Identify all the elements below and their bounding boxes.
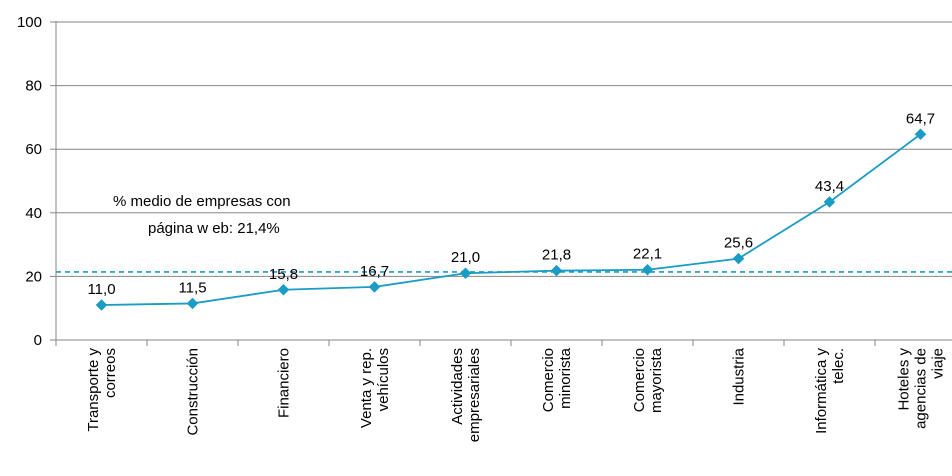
category-label: Transporte y — [85, 348, 102, 432]
category-label: Comercio — [631, 348, 648, 412]
y-tick-label: 80 — [25, 78, 42, 95]
gridlines — [56, 21, 952, 277]
category-label: mayorista — [648, 347, 665, 413]
y-tick-label: 40 — [25, 205, 42, 222]
axes — [50, 21, 952, 346]
data-labels: 11,0 11,5 15,8 16,7 21,0 21,8 22,1 25,6 43,4 64,7 — [87, 110, 935, 298]
category-label-group: Industria — [731, 347, 748, 405]
category-label-group: Construcción — [185, 348, 202, 436]
category-label: agencias de — [913, 348, 930, 429]
category-label-group: Hoteles y agencias de viaje — [896, 348, 947, 429]
data-point-marker — [732, 252, 745, 265]
data-point-marker — [186, 297, 199, 310]
category-label-group: Comercio minorista — [540, 347, 574, 412]
data-label: 21,8 — [542, 247, 571, 264]
y-tick-label: 100 — [17, 14, 42, 31]
data-point-marker — [368, 281, 381, 293]
average-annotation-line: % medio de empresas con — [113, 193, 291, 210]
category-label: vehículos — [375, 348, 392, 411]
data-label: 16,7 — [360, 263, 389, 280]
reference-annotation: % medio de empresas con página w eb: 21,4… — [113, 193, 291, 237]
category-label: telec. — [830, 348, 847, 384]
data-label: 43,4 — [815, 178, 844, 195]
data-label: 15,8 — [269, 266, 298, 283]
data-point-marker — [459, 267, 472, 280]
category-label-group: Informática y telec. — [813, 348, 847, 434]
data-point-marker — [914, 128, 927, 141]
data-series — [95, 128, 927, 311]
y-tick-label: 60 — [25, 141, 42, 158]
series-line — [101, 133, 922, 306]
category-label-group: Transporte y correos — [85, 348, 119, 432]
data-label: 11,0 — [87, 281, 115, 298]
data-point-marker — [95, 299, 108, 311]
category-label: Informática y — [813, 348, 830, 434]
category-label: empresariales — [466, 348, 483, 442]
category-label-group: Venta y rep. vehículos — [358, 348, 392, 428]
y-axis-ticks: 0 20 40 60 80 100 — [17, 14, 42, 349]
category-label-group: Comercio mayorista — [631, 347, 665, 413]
data-label: 22,1 — [633, 246, 662, 263]
data-label: 11,5 — [178, 279, 206, 296]
category-label-group: Actividades empresariales — [449, 348, 483, 442]
category-label: Actividades — [449, 348, 466, 425]
y-tick-label: 0 — [34, 332, 42, 349]
category-label: minorista — [557, 347, 574, 409]
category-label: Industria — [731, 347, 748, 405]
category-label: Hoteles y — [896, 348, 913, 411]
category-label: Comercio — [540, 348, 557, 412]
data-label: 25,6 — [724, 235, 753, 252]
average-annotation-line: página w eb: 21,4% — [148, 220, 280, 237]
y-tick-label: 20 — [25, 268, 42, 285]
data-point-marker — [641, 263, 654, 276]
category-label: Financiero — [276, 348, 293, 418]
category-label: Venta y rep. — [358, 348, 375, 428]
data-point-marker — [823, 196, 836, 208]
data-label: 21,0 — [451, 249, 480, 266]
category-label: Construcción — [185, 348, 202, 436]
x-axis-category-labels: Transporte y correos Construcción Financier… — [85, 347, 947, 442]
data-label: 64,7 — [906, 110, 935, 127]
data-point-marker — [550, 264, 563, 277]
category-label: correos — [102, 348, 119, 398]
data-point-marker — [277, 283, 290, 296]
category-label-group: Financiero — [276, 348, 293, 418]
category-label: viaje — [930, 348, 947, 379]
